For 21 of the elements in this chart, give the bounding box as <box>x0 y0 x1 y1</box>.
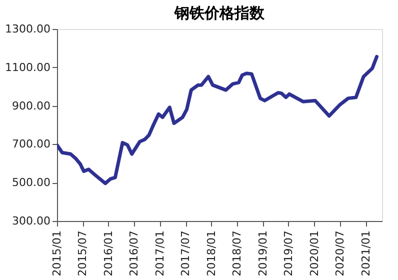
x-tick-label: 2021/01 <box>359 230 372 276</box>
x-tick-label: 2015/01 <box>50 230 64 276</box>
x-tick-label: 2020/07 <box>334 230 346 276</box>
x-tick-label: 2016/01 <box>102 230 115 276</box>
x-tick-label: 2018/07 <box>230 230 244 276</box>
x-tick-label: 2017/07 <box>179 230 192 276</box>
y-tick-label: 500.00 <box>12 176 50 190</box>
x-tick-label: 2016/07 <box>128 230 141 276</box>
y-tick-label: 300.00 <box>12 214 50 228</box>
y-tick-label: 900.00 <box>12 99 50 112</box>
x-tick-label: 2019/07 <box>282 230 295 276</box>
x-tick-label: 2015/07 <box>76 230 90 276</box>
chart-title: 钢铁价格指数 <box>174 4 266 22</box>
y-tick-label: 1100.00 <box>5 60 50 74</box>
x-tick-label: 2017/01 <box>154 230 167 276</box>
y-tick-label: 700.00 <box>12 138 50 151</box>
x-tick-label: 2018/01 <box>204 230 218 276</box>
line-series <box>57 54 379 186</box>
x-tick-label: 2019/01 <box>256 230 270 276</box>
y-tick-label: 1300.00 <box>5 22 50 36</box>
x-tick-label: 2020/01 <box>308 230 321 276</box>
